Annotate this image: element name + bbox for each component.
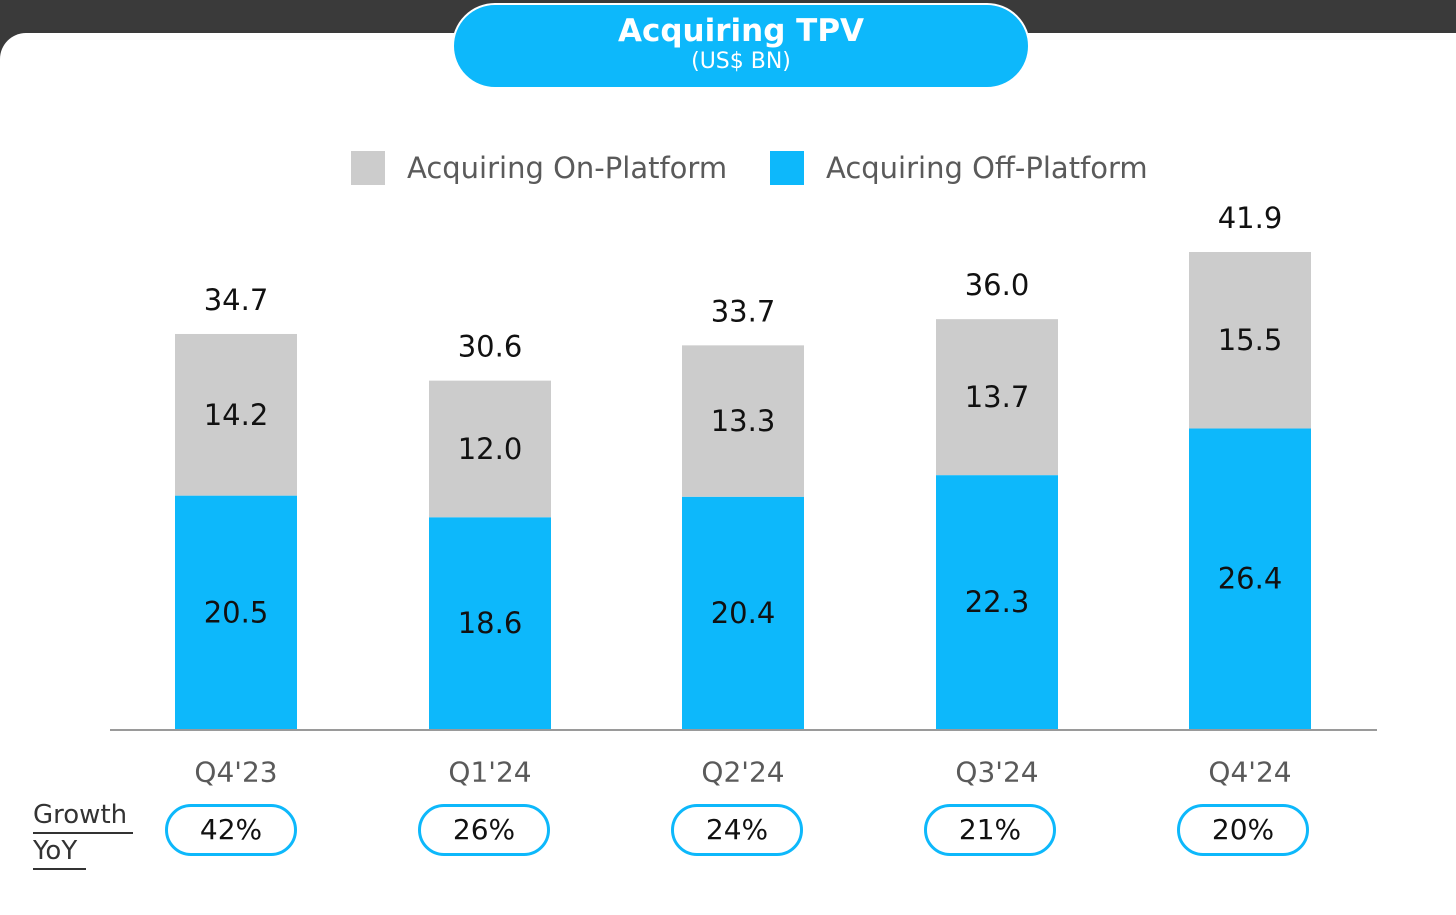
data-label-on-platform: 13.7	[965, 380, 1030, 414]
data-label-off-platform: 22.3	[965, 585, 1030, 619]
data-label-off-platform: 20.4	[711, 596, 776, 630]
data-label-total: 41.9	[1218, 201, 1283, 235]
growth-badge: 42%	[165, 804, 297, 856]
data-label-total: 33.7	[711, 294, 776, 328]
data-label-off-platform: 18.6	[458, 606, 523, 640]
data-label-off-platform: 26.4	[1218, 562, 1283, 596]
data-label-on-platform: 14.2	[204, 398, 269, 432]
bar-segment-on-platform	[429, 380, 551, 518]
title-banner: Acquiring TPV (US$ BN)	[452, 3, 1030, 89]
data-label-on-platform: 13.3	[711, 404, 776, 438]
growth-badge: 24%	[671, 804, 803, 856]
bar-segment-off-platform	[682, 496, 804, 729]
bar-segment-off-platform	[1189, 428, 1311, 729]
chart-subtitle: (US$ BN)	[691, 49, 791, 74]
x-tick-label: Q4'23	[194, 756, 277, 789]
bar-segment-off-platform	[429, 517, 551, 729]
bar-segment-on-platform	[682, 345, 804, 497]
growth-label-line1: Growth	[33, 798, 133, 834]
data-label-total: 30.6	[458, 330, 523, 364]
growth-badge: 26%	[418, 804, 550, 856]
bar-segment-off-platform	[175, 495, 297, 729]
x-tick-label: Q4'24	[1208, 756, 1291, 789]
data-label-on-platform: 12.0	[458, 432, 523, 466]
bar-segment-off-platform	[936, 475, 1058, 729]
x-tick-label: Q2'24	[701, 756, 784, 789]
legend-swatch-off-platform	[770, 151, 804, 185]
legend-swatch-on-platform	[351, 151, 385, 185]
bar-segment-on-platform	[1189, 252, 1311, 429]
legend-label-off-platform: Acquiring Off-Platform	[826, 151, 1148, 185]
legend-item-on-platform: Acquiring On-Platform	[351, 150, 727, 186]
bar-segment-on-platform	[175, 333, 297, 496]
growth-badge: 20%	[1177, 804, 1309, 856]
legend-item-off-platform: Acquiring Off-Platform	[770, 150, 1148, 186]
growth-yoy-label: Growth YoY	[33, 798, 133, 870]
legend-label-on-platform: Acquiring On-Platform	[407, 151, 728, 185]
growth-label-line2: YoY	[33, 834, 86, 870]
data-label-total: 36.0	[965, 268, 1030, 302]
data-label-total: 34.7	[204, 283, 269, 317]
x-tick-label: Q3'24	[955, 756, 1038, 789]
bar-segment-on-platform	[936, 319, 1058, 476]
data-label-off-platform: 20.5	[204, 595, 269, 629]
x-tick-label: Q1'24	[448, 756, 531, 789]
data-label-on-platform: 15.5	[1218, 323, 1283, 357]
growth-badge: 21%	[924, 804, 1056, 856]
chart-title: Acquiring TPV	[617, 13, 865, 49]
